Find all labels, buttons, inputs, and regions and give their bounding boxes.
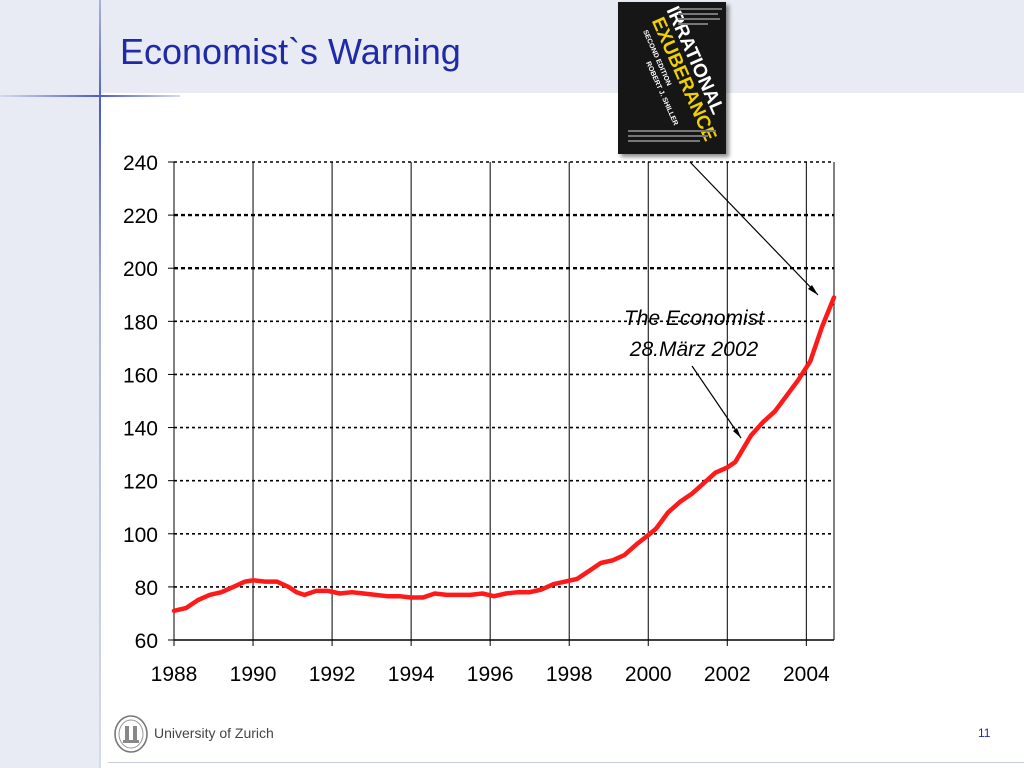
y-tick-label: 160 — [123, 364, 158, 387]
x-tick-label: 2000 — [625, 663, 672, 686]
x-tick-label: 1994 — [388, 663, 435, 686]
slide-title: Economist`s Warning — [120, 31, 461, 72]
series-layer — [171, 295, 837, 614]
y-tick-label: 100 — [123, 524, 158, 547]
economist-arrow-head — [733, 428, 741, 438]
page-number: 11 — [978, 726, 991, 740]
annotation-layer: The Economist 28.März 2002 — [624, 161, 819, 439]
x-tick-label: 1992 — [309, 663, 356, 686]
x-tick-label: 1990 — [230, 663, 277, 686]
x-tick-label: 1996 — [467, 663, 514, 686]
tick-labels-layer: 60 80 100 120 140 160 180 200 220 240 1988 1990 1992… — [123, 152, 830, 686]
annotation-line2: 28.März 2002 — [629, 338, 759, 361]
y-tick-label: 200 — [123, 258, 158, 281]
economist-arrow — [691, 365, 742, 439]
annotation-line1: The Economist — [624, 307, 765, 330]
university-seal-icon — [114, 715, 148, 753]
axis-layer — [168, 161, 835, 646]
x-tick-label: 1998 — [546, 663, 593, 686]
x-tick-label: 1988 — [151, 663, 198, 686]
book-arrow-head — [808, 285, 818, 295]
footer-institution: University of Zurich — [154, 725, 274, 741]
grid-layer — [173, 161, 834, 640]
footer-line — [108, 762, 1024, 763]
series-line-0 — [171, 295, 837, 614]
x-tick-label: 2002 — [704, 663, 751, 686]
x-tick-label: 2004 — [783, 663, 830, 686]
book-cover-image: IRRATIONAL EXUBERANCE SECOND EDITION ROB… — [618, 2, 726, 154]
y-tick-label: 140 — [123, 418, 158, 441]
horizontal-accent-line — [0, 95, 180, 97]
y-tick-label: 220 — [123, 205, 158, 228]
y-tick-label: 240 — [123, 152, 158, 175]
book-arrow — [689, 161, 819, 296]
vertical-accent-line — [99, 0, 101, 768]
header-band — [0, 0, 1024, 93]
y-tick-label: 180 — [123, 311, 158, 334]
book-cover-art: IRRATIONAL EXUBERANCE SECOND EDITION ROB… — [618, 2, 726, 154]
left-band — [0, 0, 100, 768]
y-tick-label: 80 — [135, 577, 158, 600]
y-tick-label: 60 — [135, 630, 158, 653]
y-tick-label: 120 — [123, 471, 158, 494]
